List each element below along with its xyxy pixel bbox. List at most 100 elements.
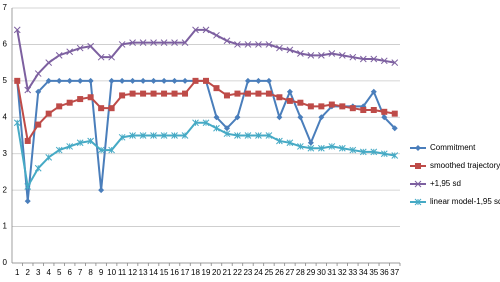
- x-tick-label: 30: [317, 268, 326, 277]
- data-point: [87, 42, 95, 50]
- data-point: [203, 77, 209, 84]
- data-point: [244, 77, 251, 84]
- data-point: [77, 96, 84, 103]
- data-point: [66, 99, 73, 106]
- data-point: [391, 110, 398, 117]
- data-point: [297, 99, 304, 106]
- data-point: [307, 103, 314, 110]
- data-point: [14, 77, 21, 84]
- data-point: [66, 143, 74, 150]
- data-point: [276, 137, 283, 145]
- x-tick-label: 18: [191, 268, 200, 277]
- x-tick-label: 27: [285, 268, 294, 277]
- data-point: [118, 41, 126, 48]
- x-tick-label: 25: [264, 268, 273, 277]
- data-point: [171, 39, 178, 46]
- data-point: [140, 90, 147, 97]
- data-point: [150, 132, 157, 139]
- y-tick-label: 1: [3, 222, 8, 231]
- x-tick-label: 6: [67, 268, 72, 277]
- x-tick-label: 8: [88, 268, 93, 277]
- data-point: [213, 124, 220, 132]
- data-point: [129, 39, 136, 46]
- x-tick-label: 14: [149, 268, 158, 277]
- data-point: [338, 144, 346, 152]
- data-point: [370, 88, 377, 95]
- data-point: [97, 146, 105, 154]
- data-point: [297, 143, 304, 150]
- data-point: [370, 148, 378, 156]
- data-point: [307, 52, 315, 59]
- data-point: [255, 41, 262, 48]
- data-point: [328, 143, 336, 150]
- data-point: [108, 53, 115, 61]
- legend-marker: [414, 198, 422, 206]
- data-point: [359, 55, 367, 63]
- data-point: [160, 132, 168, 139]
- data-point: [317, 52, 325, 59]
- data-point: [171, 132, 178, 139]
- data-point: [139, 39, 147, 46]
- data-point: [276, 44, 283, 52]
- data-point: [160, 39, 168, 46]
- data-point: [98, 187, 105, 194]
- data-point: [370, 107, 377, 113]
- data-point: [276, 94, 283, 101]
- x-tick-label: 21: [223, 268, 232, 277]
- data-point: [255, 90, 262, 97]
- data-point: [77, 77, 84, 84]
- data-point: [339, 103, 346, 110]
- data-point: [34, 70, 42, 77]
- data-point: [108, 105, 115, 112]
- y-tick-label: 4: [3, 112, 8, 121]
- data-point: [349, 146, 357, 154]
- legend-label: linear model-1,95 sd: [430, 197, 500, 206]
- data-point: [255, 132, 262, 139]
- data-point: [87, 94, 94, 101]
- data-point: [244, 90, 251, 97]
- x-tick-label: 35: [369, 268, 378, 277]
- data-point: [202, 26, 210, 34]
- data-point: [150, 39, 157, 46]
- data-point: [349, 105, 356, 112]
- data-point: [286, 97, 293, 104]
- data-point: [87, 137, 95, 145]
- data-point: [98, 105, 105, 112]
- legend-marker: [414, 180, 422, 188]
- data-point: [119, 92, 126, 99]
- data-point: [56, 103, 63, 110]
- data-point: [24, 198, 31, 205]
- data-point: [55, 146, 63, 154]
- data-point: [24, 183, 32, 190]
- data-point: [66, 77, 73, 84]
- data-point: [244, 132, 252, 139]
- series-line: [16, 121, 395, 190]
- x-tick-label: 17: [181, 268, 190, 277]
- x-tick-label: 2: [26, 268, 31, 277]
- data-point: [297, 50, 304, 57]
- y-tick-label: 3: [3, 149, 8, 158]
- data-point: [213, 114, 220, 121]
- x-tick-label: 3: [36, 268, 41, 277]
- data-point: [192, 119, 199, 127]
- data-point: [265, 77, 272, 84]
- x-tick-label: 12: [128, 268, 137, 277]
- x-tick-label: 33: [348, 268, 357, 277]
- data-point: [255, 77, 262, 84]
- x-tick-label: 37: [390, 268, 399, 277]
- x-tick-label: 34: [359, 268, 368, 277]
- data-point: [318, 114, 325, 121]
- data-point: [213, 85, 220, 92]
- data-point: [76, 139, 84, 147]
- data-point: [234, 114, 241, 121]
- data-point: [118, 133, 126, 141]
- data-point: [181, 39, 189, 46]
- data-point: [192, 26, 199, 34]
- data-point: [161, 90, 168, 97]
- series-line: [16, 79, 396, 202]
- data-point: [35, 121, 42, 128]
- legend-label: smoothed trajectory: [430, 161, 500, 170]
- data-point: [45, 154, 53, 161]
- data-point: [45, 110, 52, 117]
